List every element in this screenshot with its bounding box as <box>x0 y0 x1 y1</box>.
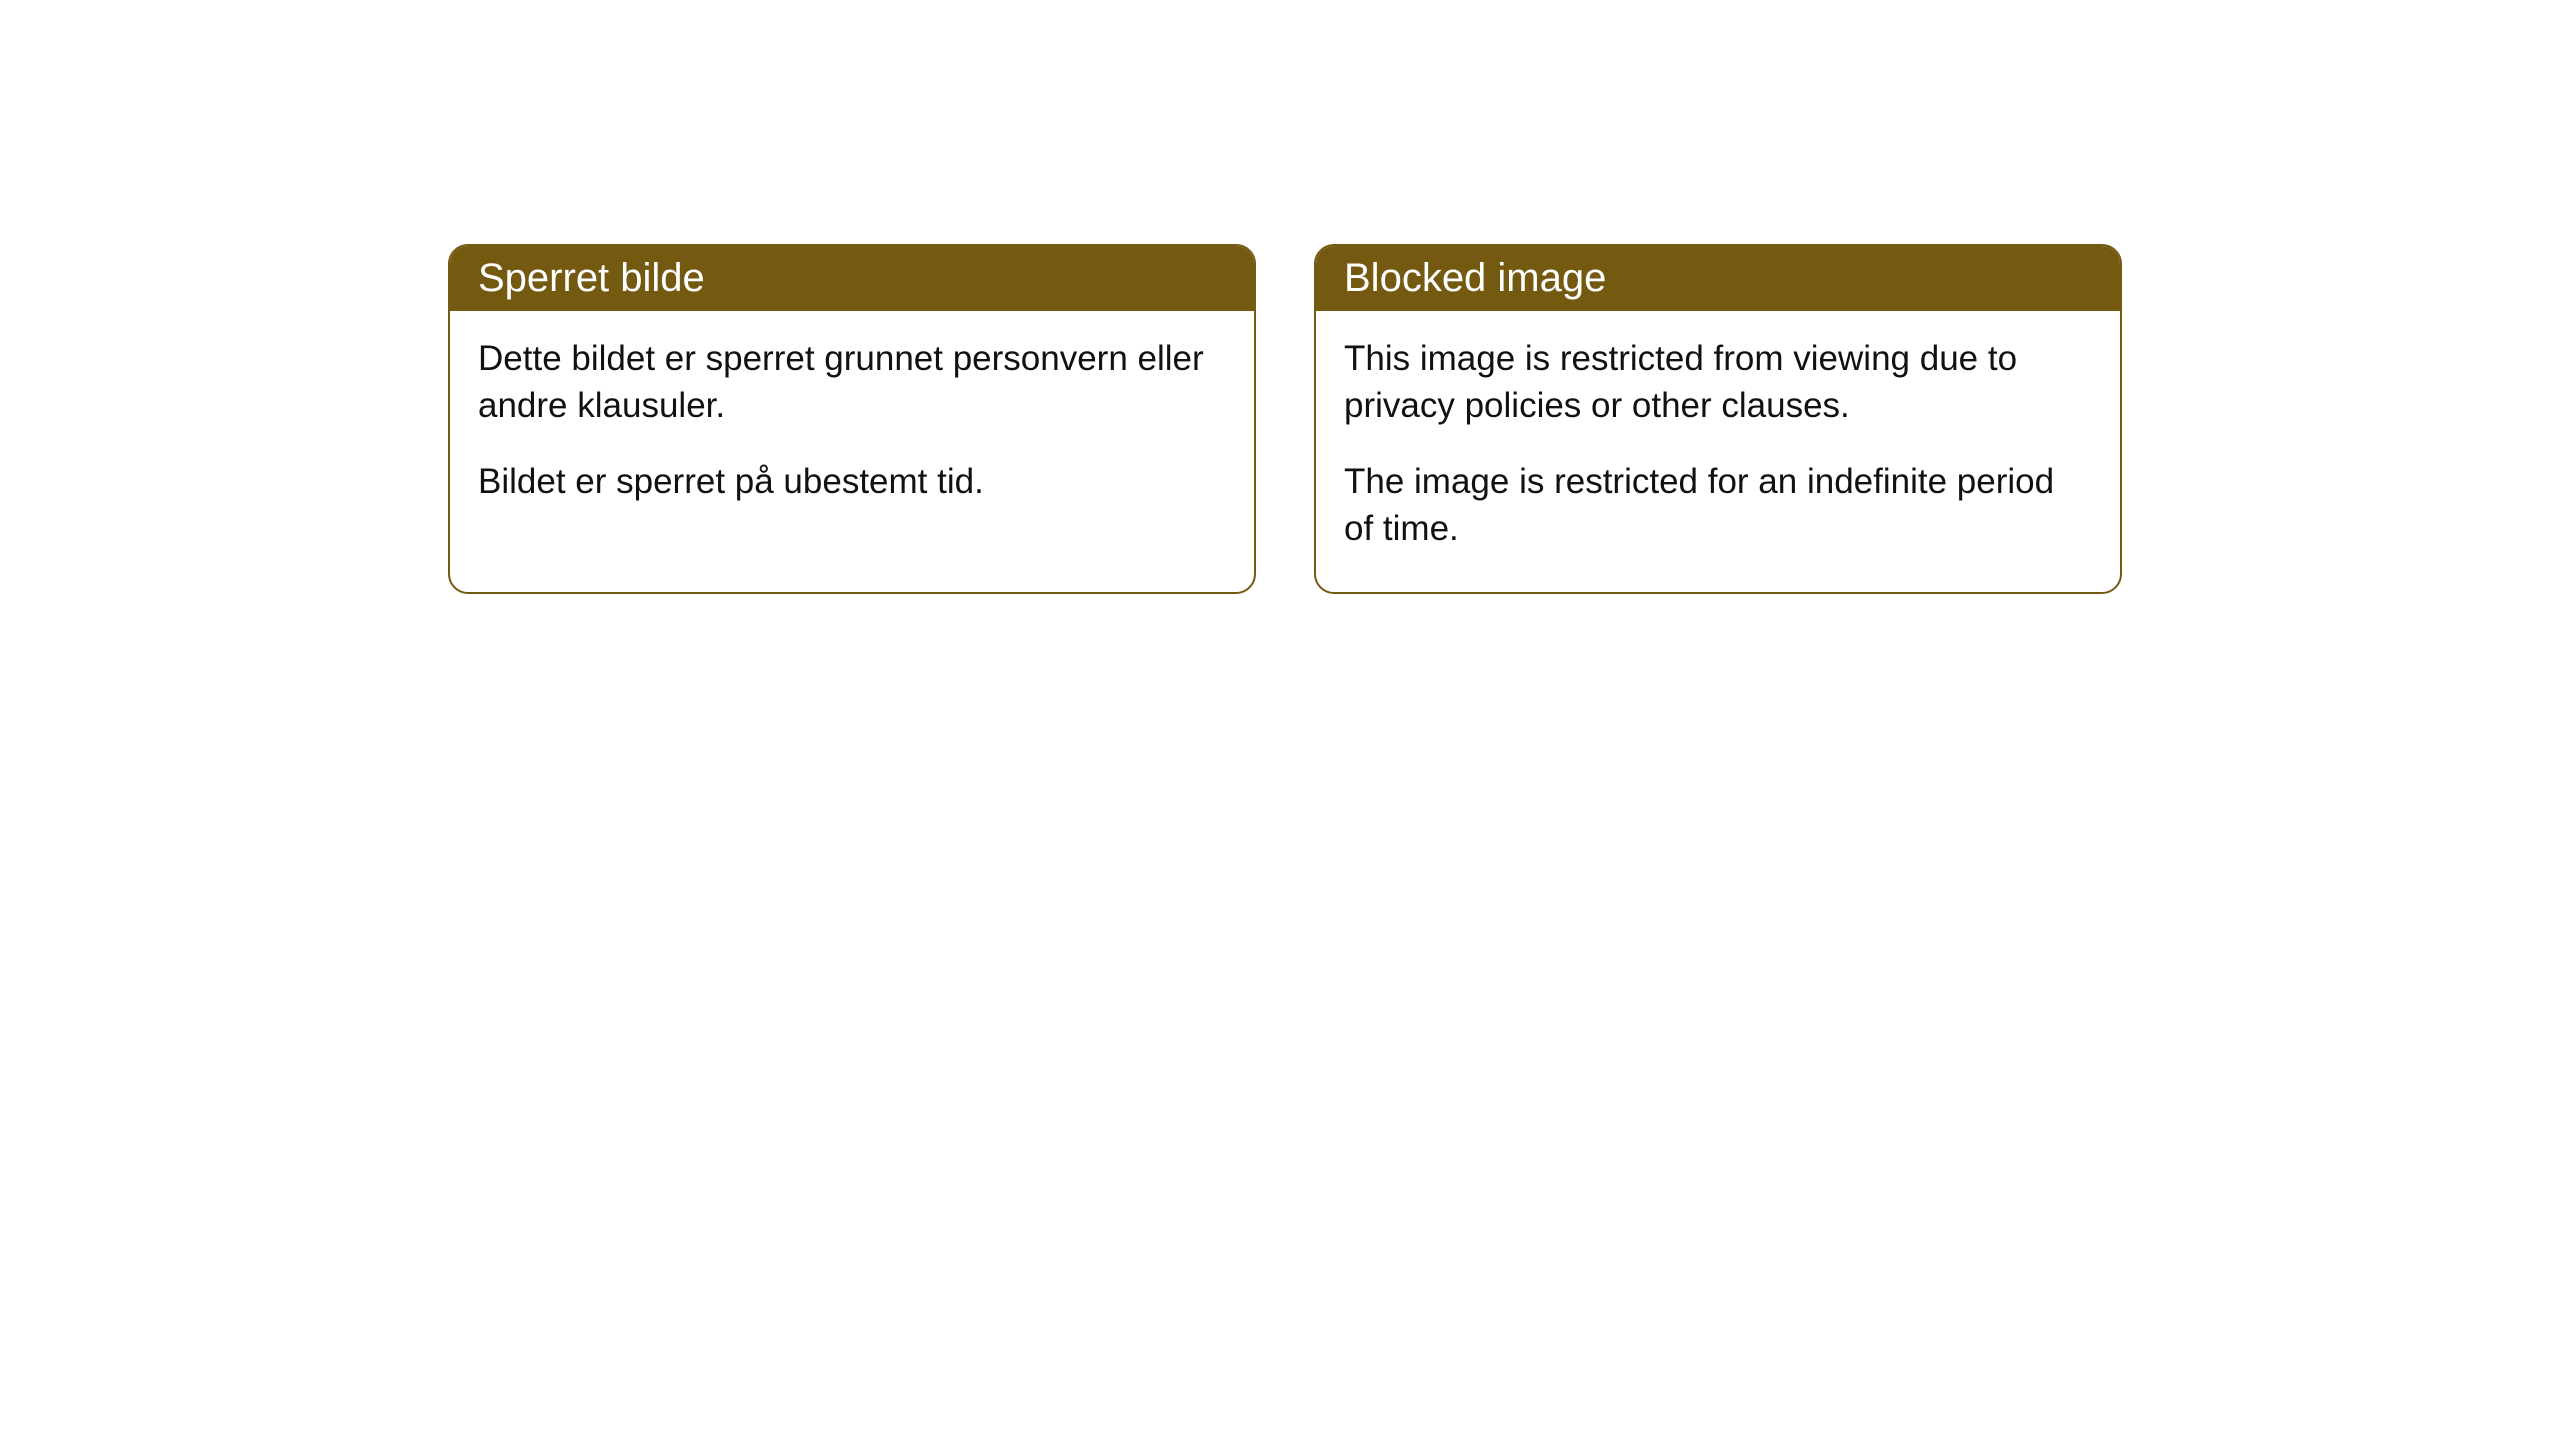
card-paragraph: Bildet er sperret på ubestemt tid. <box>478 458 1226 505</box>
card-header: Sperret bilde <box>450 246 1254 311</box>
card-header: Blocked image <box>1316 246 2120 311</box>
card-body: Dette bildet er sperret grunnet personve… <box>450 311 1254 545</box>
notice-container: Sperret bilde Dette bildet er sperret gr… <box>448 244 2122 594</box>
notice-card-english: Blocked image This image is restricted f… <box>1314 244 2122 594</box>
notice-card-norwegian: Sperret bilde Dette bildet er sperret gr… <box>448 244 1256 594</box>
card-body: This image is restricted from viewing du… <box>1316 311 2120 592</box>
card-title: Sperret bilde <box>478 256 705 300</box>
card-paragraph: The image is restricted for an indefinit… <box>1344 458 2092 553</box>
card-paragraph: Dette bildet er sperret grunnet personve… <box>478 335 1226 430</box>
card-paragraph: This image is restricted from viewing du… <box>1344 335 2092 430</box>
card-title: Blocked image <box>1344 256 1606 300</box>
